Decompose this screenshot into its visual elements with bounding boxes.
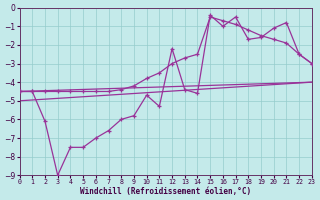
X-axis label: Windchill (Refroidissement éolien,°C): Windchill (Refroidissement éolien,°C): [80, 187, 251, 196]
